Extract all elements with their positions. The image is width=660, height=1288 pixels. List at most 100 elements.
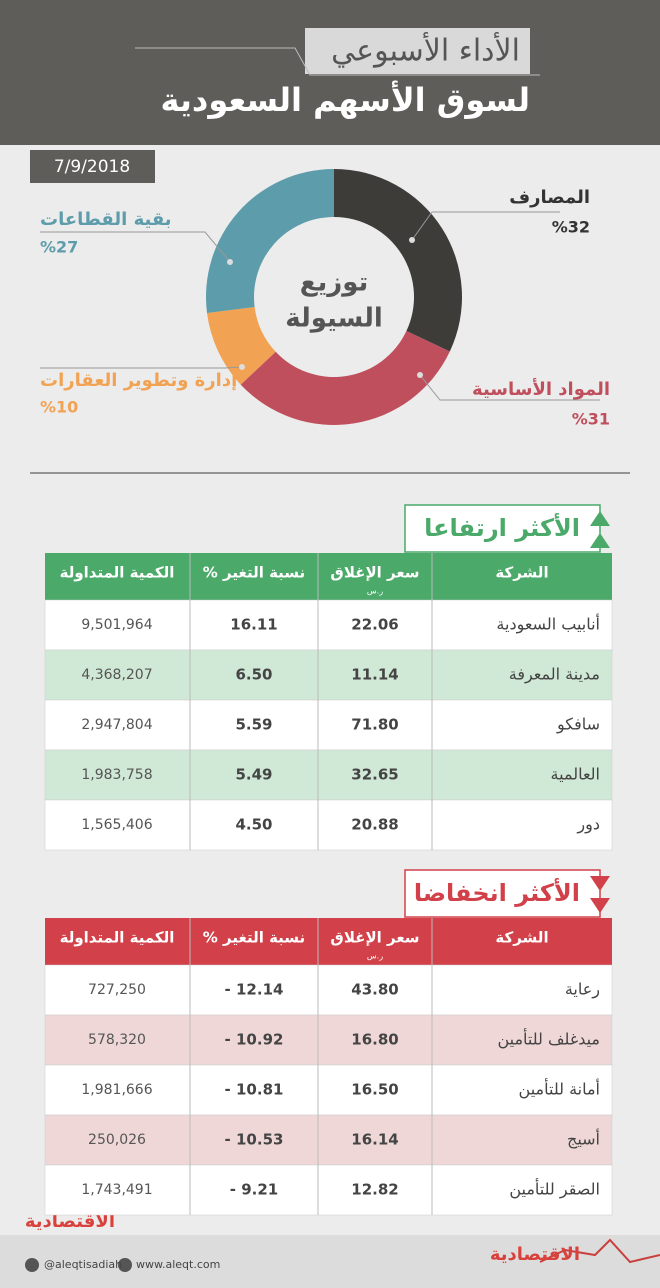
company-name: الصقر للتأمين: [509, 1178, 600, 1200]
table-row: [44, 1114, 613, 1166]
column-header: سعر الإغلاق: [330, 564, 419, 582]
value-label: %32: [552, 218, 590, 237]
change-pct: - 12.14: [225, 981, 284, 999]
currency-note: ر.س: [367, 952, 383, 961]
table-title-box: [404, 869, 601, 918]
table-row: [44, 599, 613, 651]
change-pct: - 10.81: [225, 1081, 284, 1099]
change-pct: 6.50: [235, 666, 272, 684]
date-box: [30, 150, 155, 183]
change-pct: - 10.92: [225, 1031, 284, 1049]
table-row: [44, 964, 613, 1016]
close-price: 16.50: [351, 1081, 398, 1099]
volume: 250,026: [88, 1132, 146, 1148]
arrow-icon: [590, 533, 610, 548]
close-price: 16.80: [351, 1031, 398, 1049]
table-row: [44, 749, 613, 801]
volume: 4,368,207: [81, 667, 152, 683]
table-row: [44, 799, 613, 851]
table-row: [44, 699, 613, 751]
table-title: الأكثر ارتفاعا: [424, 513, 580, 542]
company-name: سافكو: [556, 715, 600, 735]
table-header: [45, 553, 612, 600]
value-label: %27: [40, 238, 78, 257]
table-row: [44, 1064, 613, 1116]
column-header: الكمية المتداولة: [60, 564, 175, 582]
company-name: دور: [576, 815, 600, 835]
change-pct: 5.59: [235, 716, 272, 734]
table-row: [44, 1164, 613, 1216]
column-header: نسبة التغير %: [203, 929, 305, 947]
leader-line: [419, 374, 600, 401]
header-subtitle: لسوق الأسهم السعودية: [160, 80, 530, 119]
web-icon: [118, 1258, 132, 1272]
change-pct: 4.50: [235, 816, 272, 834]
close-price: 20.88: [351, 816, 398, 834]
volume: 1,983,758: [81, 767, 152, 783]
table-title: الأكثر انخفاضا: [414, 878, 580, 907]
leader-dot: [239, 364, 245, 370]
footer-line: [539, 1238, 660, 1264]
donut-center-label: توزيع: [300, 268, 369, 298]
arrow-icon: [590, 876, 610, 891]
company-name: أنابيب السعودية: [496, 614, 600, 635]
close-price: 43.80: [351, 981, 398, 999]
column-header: الشركة: [495, 564, 548, 582]
title-box: [305, 28, 530, 74]
donut-segment: [207, 307, 276, 385]
currency-note: ر.س: [367, 587, 383, 596]
column-header: الكمية المتداولة: [60, 929, 175, 947]
footer-logo-right: الاقتصادية: [490, 1244, 580, 1265]
change-pct: 5.49: [235, 766, 272, 784]
close-price: 12.82: [351, 1181, 398, 1199]
leader-dot: [417, 372, 423, 378]
header-line: [135, 47, 540, 76]
column-header: نسبة التغير %: [203, 564, 305, 582]
legend-label: إدارة وتطوير العقارات: [40, 370, 237, 391]
company-name: مدينة المعرفة: [509, 665, 600, 685]
change-pct: - 9.21: [230, 1181, 278, 1199]
arrow-icon: [590, 898, 610, 913]
donut-center-label: السيولة: [285, 304, 383, 334]
volume: 9,501,964: [81, 617, 152, 633]
twitter-handle: @aleqtisadiah: [44, 1258, 122, 1271]
leader-line: [40, 231, 231, 263]
leader-dot: [409, 237, 415, 243]
change-pct: 16.11: [230, 616, 277, 634]
value-label: %10: [40, 398, 78, 417]
close-price: 71.80: [351, 716, 398, 734]
legend-label: المصارف: [509, 187, 590, 208]
donut-hole: [255, 218, 413, 376]
twitter-icon: [25, 1258, 39, 1272]
footer-logo: الاقتصادية: [25, 1211, 115, 1232]
volume: 1,565,406: [81, 817, 152, 833]
volume: 727,250: [88, 982, 146, 998]
table-title-box: [404, 504, 601, 553]
arrow-icon: [590, 511, 610, 526]
volume: 578,320: [88, 1032, 146, 1048]
donut-segment: [240, 331, 450, 426]
close-price: 16.14: [351, 1131, 398, 1149]
company-name: العالمية: [551, 765, 600, 784]
website: www.aleqt.com: [136, 1258, 220, 1271]
date: 7/9/2018: [54, 157, 130, 177]
footer-band: [0, 1235, 660, 1288]
volume: 1,743,491: [81, 1182, 152, 1198]
company-name: ميدغلف للتأمين: [497, 1028, 600, 1050]
leader-dot: [227, 259, 233, 265]
table-header: [45, 918, 612, 965]
leader-line: [40, 366, 243, 369]
value-label: %31: [572, 410, 610, 429]
company-name: أمانة للتأمين: [519, 1078, 600, 1100]
volume: 2,947,804: [81, 717, 152, 733]
change-pct: - 10.53: [225, 1131, 284, 1149]
volume: 1,981,666: [81, 1082, 152, 1098]
close-price: 11.14: [351, 666, 398, 684]
header-title: الأداء الأسبوعي: [331, 31, 520, 69]
legend-label: المواد الأساسية: [472, 378, 610, 400]
column-header: الشركة: [495, 929, 548, 947]
close-price: 22.06: [351, 616, 398, 634]
table-row: [44, 649, 613, 701]
